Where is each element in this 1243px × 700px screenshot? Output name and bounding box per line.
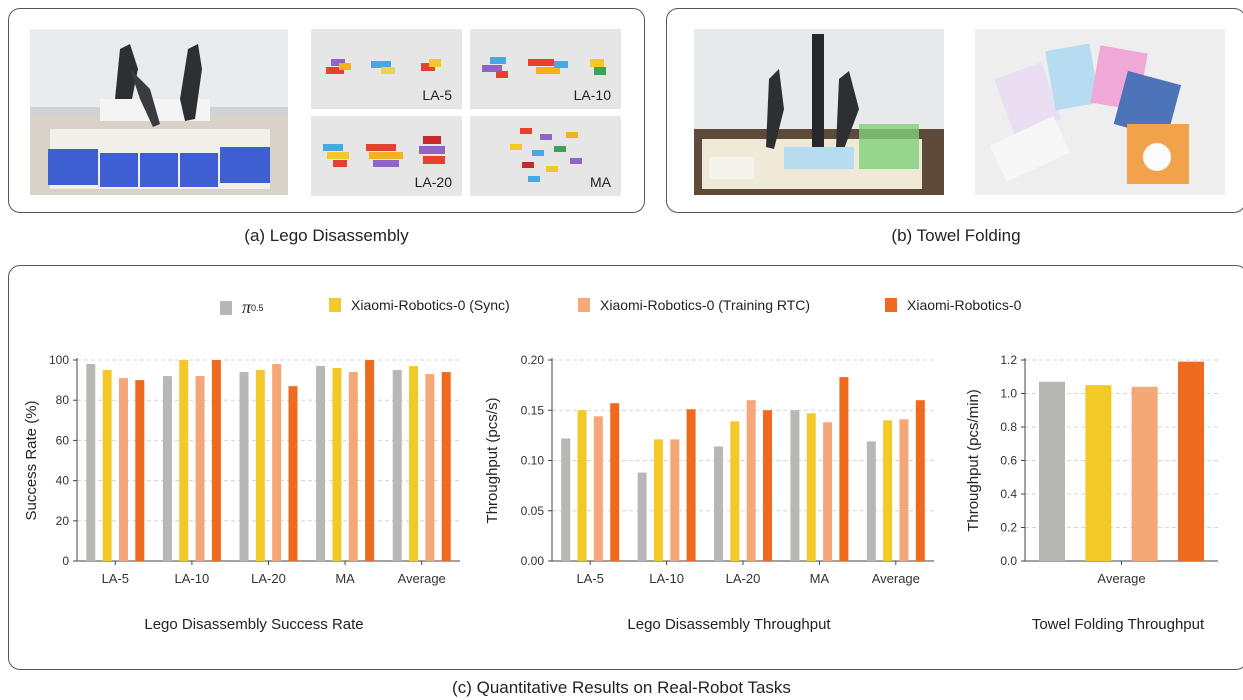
- towel-robot-photo: [694, 29, 944, 195]
- lego-bricks-image: [482, 57, 606, 78]
- lego-tile-la10: LA-10: [470, 29, 621, 109]
- tile-label: LA-20: [414, 174, 452, 190]
- caption-c: (c) Quantitative Results on Real-Robot T…: [452, 678, 791, 697]
- lego-tile-ma: MA: [470, 116, 621, 196]
- tile-label: LA-5: [422, 87, 452, 103]
- results-panel: [8, 265, 1243, 670]
- lego-bricks-image: [323, 136, 445, 167]
- tile-label: MA: [590, 174, 611, 190]
- legend-item-xiaomi: Xiaomi-Robotics-0: [885, 297, 1021, 313]
- legend-swatch: [885, 298, 897, 312]
- lego-tile-la5: LA-5: [311, 29, 462, 109]
- legend-item-pi05: π 0.5: [220, 297, 264, 318]
- chart-legend: π 0.5 Xiaomi-Robotics-0 (Sync) Xiaomi-Rob…: [0, 295, 1243, 323]
- legend-item-training-rtc: Xiaomi-Robotics-0 (Training RTC): [578, 297, 810, 313]
- legend-swatch: [578, 298, 590, 312]
- legend-label: Xiaomi-Robotics-0: [907, 297, 1022, 313]
- legend-swatch: [220, 300, 232, 315]
- towel-photo-panel: [666, 8, 1243, 213]
- legend-label: Xiaomi-Robotics-0 (Training RTC): [600, 297, 811, 313]
- tile-label: LA-10: [573, 87, 611, 103]
- lego-bricks-image: [326, 59, 441, 74]
- legend-subscript: 0.5: [251, 302, 264, 313]
- legend-swatch: [329, 298, 341, 312]
- legend-label: π: [242, 297, 252, 317]
- lego-robot-photo: [30, 29, 288, 195]
- caption-b: (b) Towel Folding: [891, 226, 1021, 245]
- lego-bricks-image: [510, 128, 582, 182]
- legend-label: Xiaomi-Robotics-0 (Sync): [351, 297, 510, 313]
- towels-photo: [975, 29, 1225, 195]
- caption-a: (a) Lego Disassembly: [244, 226, 409, 245]
- lego-tile-la20: LA-20: [311, 116, 462, 196]
- lego-photo-panel: LA-5 LA-10 LA-20 MA: [8, 8, 645, 213]
- legend-item-sync: Xiaomi-Robotics-0 (Sync): [329, 297, 510, 313]
